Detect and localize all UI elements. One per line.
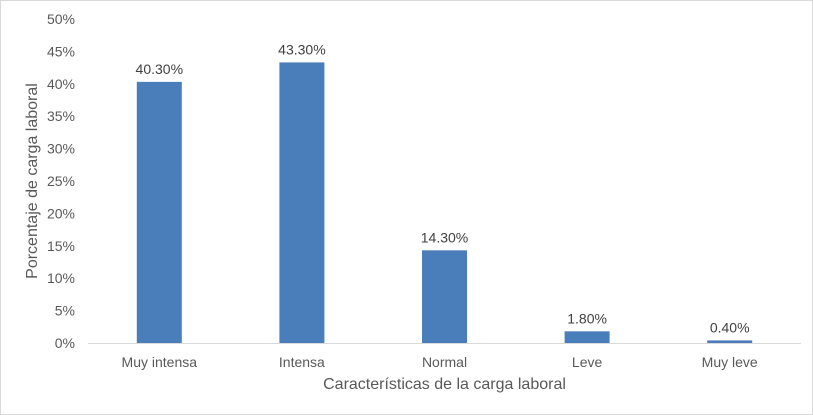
x-tick-label: Intensa: [279, 354, 325, 370]
x-tick-label: Muy leve: [702, 354, 758, 370]
x-axis-ticks: Muy intensa Intensa Normal Leve Muy leve: [122, 354, 758, 370]
data-label: 14.30%: [421, 229, 468, 245]
y-tick-label: 50%: [47, 11, 75, 27]
data-label: 43.30%: [278, 41, 325, 57]
y-axis-ticks: 0% 5% 10% 15% 20% 25% 30% 35% 40% 45% 50%: [47, 11, 75, 351]
data-label: 0.40%: [710, 319, 750, 335]
data-label: 40.30%: [136, 61, 183, 77]
y-tick-label: 10%: [47, 270, 75, 286]
y-axis-title: Porcentaje de carga laboral: [24, 83, 41, 279]
y-tick-label: 20%: [47, 205, 75, 221]
y-tick-label: 40%: [47, 76, 75, 92]
y-tick-label: 30%: [47, 141, 75, 157]
bars: [136, 62, 753, 343]
y-tick-label: 5%: [55, 303, 75, 319]
bar: [279, 62, 325, 343]
x-tick-label: Leve: [572, 354, 603, 370]
data-labels: 40.30% 43.30% 14.30% 1.80% 0.40%: [136, 41, 750, 335]
bar: [136, 81, 182, 343]
y-tick-label: 15%: [47, 238, 75, 254]
x-tick-label: Normal: [422, 354, 467, 370]
y-tick-label: 45%: [47, 43, 75, 59]
y-tick-label: 25%: [47, 173, 75, 189]
bar: [707, 340, 753, 343]
bar: [564, 331, 610, 343]
bar: [422, 250, 467, 343]
x-tick-label: Muy intensa: [122, 354, 198, 370]
x-axis-title: Características de la carga laboral: [323, 376, 566, 393]
y-tick-label: 0%: [55, 335, 75, 351]
data-label: 1.80%: [567, 310, 607, 326]
y-tick-label: 35%: [47, 108, 75, 124]
